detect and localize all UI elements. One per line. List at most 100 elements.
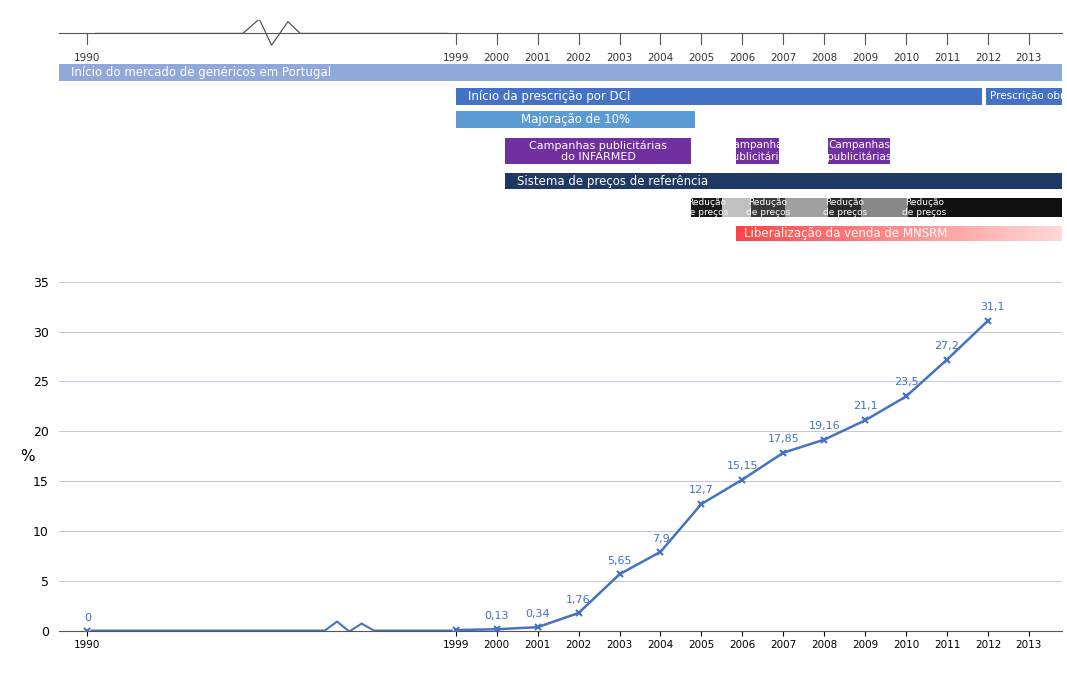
Bar: [1042, 226, 1047, 241]
Bar: [902, 226, 905, 241]
Text: Majoração de 10%: Majoração de 10%: [521, 113, 631, 126]
Bar: [1007, 226, 1010, 241]
Text: 0,34: 0,34: [525, 609, 550, 619]
Bar: [850, 226, 854, 241]
Bar: [953, 226, 957, 241]
Bar: [866, 226, 870, 241]
Bar: [823, 226, 827, 241]
Bar: [856, 226, 859, 241]
Bar: [942, 226, 945, 241]
Bar: [970, 226, 973, 241]
Bar: [981, 226, 984, 241]
Text: Prescrição obrigatória por D: Prescrição obrigatória por D: [990, 91, 1067, 102]
Bar: [875, 226, 878, 241]
Text: 15,15: 15,15: [727, 460, 758, 471]
Bar: [937, 226, 940, 241]
Bar: [997, 226, 1000, 241]
Bar: [840, 226, 843, 241]
Bar: [958, 226, 962, 241]
Bar: [845, 226, 848, 241]
Bar: [752, 226, 757, 241]
Bar: [882, 226, 887, 241]
Bar: [941, 197, 1062, 217]
Bar: [793, 226, 797, 241]
Bar: [986, 87, 1062, 104]
Bar: [1056, 226, 1060, 241]
Bar: [742, 226, 745, 241]
Bar: [691, 197, 722, 217]
Bar: [1029, 226, 1033, 241]
Text: 2001: 2001: [525, 53, 551, 63]
Bar: [736, 226, 739, 241]
Bar: [921, 226, 924, 241]
Bar: [993, 226, 998, 241]
Text: 7,9: 7,9: [652, 534, 669, 544]
Text: Campanhas publicitárias
do INFARMED: Campanhas publicitárias do INFARMED: [529, 140, 667, 162]
Bar: [782, 226, 785, 241]
Bar: [1002, 226, 1005, 241]
Text: Campanhas
publicitárias: Campanhas publicitárias: [726, 140, 790, 162]
Text: 2005: 2005: [688, 53, 715, 63]
Bar: [1037, 226, 1040, 241]
Y-axis label: %: %: [20, 449, 35, 464]
Text: 2002: 2002: [566, 53, 592, 63]
Bar: [775, 226, 778, 241]
Bar: [858, 226, 862, 241]
Bar: [1053, 226, 1057, 241]
Bar: [1023, 226, 1028, 241]
Text: 2006: 2006: [729, 53, 755, 63]
Bar: [912, 226, 917, 241]
Bar: [961, 226, 965, 241]
Bar: [787, 226, 792, 241]
Bar: [986, 226, 989, 241]
Text: Liberalização da venda de MNSRM: Liberalização da venda de MNSRM: [745, 227, 947, 240]
Bar: [870, 226, 873, 241]
Text: 2009: 2009: [853, 53, 878, 63]
Bar: [828, 138, 890, 164]
Text: 1,76: 1,76: [567, 595, 591, 605]
Bar: [1021, 226, 1024, 241]
Text: Redução
de preços: Redução de preços: [746, 197, 790, 217]
Bar: [1046, 226, 1049, 241]
Bar: [826, 226, 829, 241]
Text: 2008: 2008: [811, 53, 838, 63]
Text: 2004: 2004: [648, 53, 673, 63]
Bar: [907, 226, 910, 241]
Bar: [810, 226, 813, 241]
Bar: [918, 226, 922, 241]
Bar: [931, 226, 935, 241]
Bar: [893, 226, 897, 241]
Bar: [964, 226, 968, 241]
Text: Início da prescrição por DCI: Início da prescrição por DCI: [468, 89, 631, 102]
Text: 2007: 2007: [770, 53, 796, 63]
Bar: [812, 226, 815, 241]
Bar: [755, 226, 759, 241]
Bar: [888, 226, 892, 241]
Text: Redução
de preços: Redução de preços: [823, 197, 866, 217]
Bar: [863, 226, 867, 241]
Text: 12,7: 12,7: [689, 485, 714, 495]
Bar: [805, 226, 808, 241]
Text: 31,1: 31,1: [980, 302, 1004, 312]
Bar: [807, 226, 810, 241]
Bar: [935, 226, 938, 241]
Bar: [972, 226, 975, 241]
Bar: [780, 226, 783, 241]
Bar: [771, 226, 775, 241]
Bar: [1013, 226, 1017, 241]
Bar: [928, 226, 933, 241]
Bar: [821, 226, 824, 241]
Text: 1990: 1990: [74, 53, 100, 63]
Bar: [833, 226, 838, 241]
Bar: [505, 138, 691, 164]
Text: 2011: 2011: [934, 53, 960, 63]
Text: 2013: 2013: [1016, 53, 1042, 63]
Bar: [923, 226, 927, 241]
Bar: [59, 64, 1062, 81]
Bar: [977, 226, 982, 241]
Text: 0,13: 0,13: [484, 612, 509, 621]
Bar: [886, 226, 889, 241]
Bar: [910, 226, 913, 241]
Bar: [815, 226, 818, 241]
Bar: [801, 226, 805, 241]
